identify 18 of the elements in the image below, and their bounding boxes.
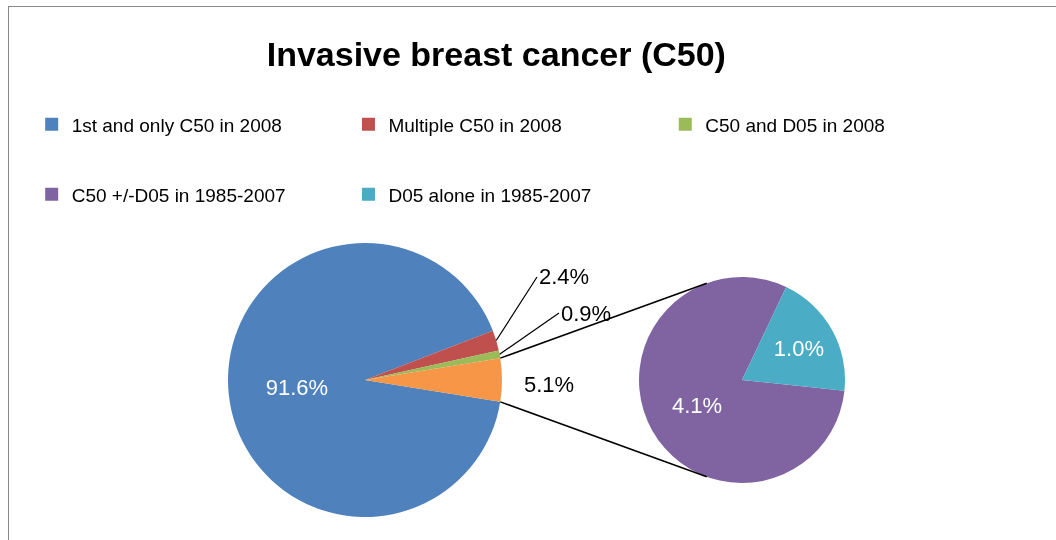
data-label: 4.1% bbox=[672, 392, 723, 418]
data-label: 1.0% bbox=[773, 335, 825, 361]
legend-label: C50 +/-D05 in 1985-2007 bbox=[71, 184, 286, 206]
pie-slice bbox=[228, 243, 501, 517]
data-label: 0.9% bbox=[561, 301, 612, 326]
data-label: 5.1% bbox=[524, 372, 575, 397]
pie-slice bbox=[639, 277, 845, 483]
legend-label: Multiple C50 in 2008 bbox=[388, 114, 562, 136]
pie-slice bbox=[365, 350, 501, 380]
legend-label: C50 and D05 in 2008 bbox=[705, 114, 885, 136]
legend-label: D05 alone in 1985-2007 bbox=[388, 184, 592, 206]
pie-slice bbox=[742, 286, 845, 391]
pie-slice bbox=[365, 358, 502, 402]
pie-slice bbox=[365, 330, 499, 380]
legend-label: 1st and only C50 in 2008 bbox=[71, 114, 282, 136]
data-label: 91.6% bbox=[265, 374, 329, 400]
chart-title: Invasive breast cancer (C50) bbox=[266, 34, 726, 73]
data-label: 2.4% bbox=[539, 264, 590, 289]
